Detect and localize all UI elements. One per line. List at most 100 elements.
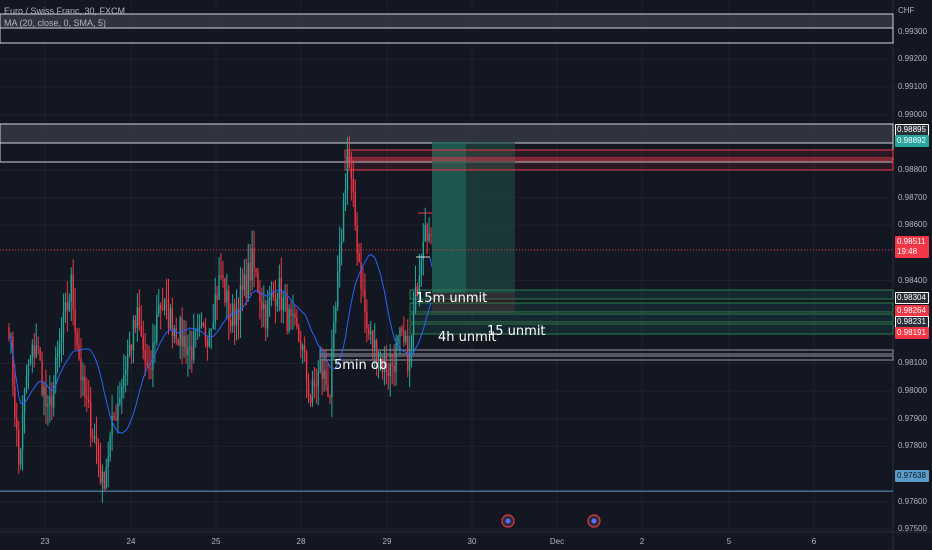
candle-body: [278, 278, 281, 299]
candle-body: [33, 345, 35, 358]
indicator-legend[interactable]: MA (20, close, 0, SMA, 5): [4, 18, 107, 28]
annotation-5min-ob[interactable]: 5min ob: [334, 358, 388, 373]
candle-body: [377, 364, 380, 370]
candle-body: [368, 328, 370, 335]
time-axis-label: 30: [467, 537, 477, 546]
candle-body: [272, 292, 275, 296]
candle-body: [200, 323, 203, 327]
candle-body: [416, 286, 419, 296]
candle-body: [12, 336, 14, 387]
candle-body: [173, 328, 176, 336]
candle-body: [14, 386, 16, 418]
candle-body: [327, 384, 329, 397]
price-axis-label: 0.99300: [898, 26, 927, 36]
candle-body: [45, 386, 47, 407]
candle-body: [130, 344, 133, 351]
time-axis-label: 2: [639, 537, 645, 546]
candle-body: [243, 274, 246, 290]
candle-body: [247, 262, 249, 299]
drawing-arrow: [429, 257, 433, 268]
candle-body: [430, 233, 432, 236]
candle-body: [142, 335, 144, 351]
candle-body: [305, 351, 308, 380]
candle-body: [222, 275, 224, 279]
candle-body: [393, 365, 395, 372]
candle-body: [311, 380, 314, 403]
price-axis-label: 0.98800: [898, 164, 927, 174]
supply-zone-top-lower: [0, 27, 894, 44]
candle-body: [64, 302, 67, 313]
price-axis-label: 0.97600: [898, 496, 927, 506]
candle-body: [239, 285, 242, 321]
candle-body: [126, 355, 129, 369]
candle-body: [253, 248, 255, 269]
price-axis-label: 0.97900: [898, 413, 927, 423]
candle-body: [16, 417, 18, 430]
time-axis-label: 23: [40, 537, 50, 546]
currency-label: CHF: [898, 6, 915, 15]
countdown-tag: 19:48: [895, 246, 929, 258]
annotation-15m-unmit[interactable]: 15m unmit: [416, 291, 488, 306]
demand-zone-15m: [409, 289, 894, 300]
price-axis-label: 0.98100: [898, 358, 927, 368]
candle-body: [146, 361, 148, 366]
candle-body: [224, 278, 226, 303]
candle-body: [193, 331, 195, 360]
candle-body: [56, 353, 59, 358]
candle-body: [47, 404, 49, 407]
candle-body: [261, 301, 263, 310]
price-axis-label: 0.98700: [898, 192, 927, 202]
annotation-15-unmit[interactable]: 15 unmit: [487, 324, 546, 339]
price-axis-label: 0.99100: [898, 82, 927, 92]
candle-body: [74, 309, 76, 333]
candle-body: [78, 345, 80, 359]
candle-body: [391, 363, 393, 366]
candle-body: [51, 396, 53, 408]
candle-body: [88, 399, 90, 403]
time-axis-label: 5: [726, 537, 732, 546]
candle-body: [39, 347, 41, 361]
candle-body: [158, 304, 160, 314]
candle-body: [198, 326, 201, 329]
candle-body: [329, 396, 331, 398]
candle-body: [307, 379, 310, 397]
candle-body: [54, 357, 57, 383]
candle-body: [389, 363, 391, 376]
candle-body: [241, 285, 244, 290]
candle-body: [125, 368, 127, 376]
candle-body: [360, 262, 362, 289]
candle-body: [103, 471, 106, 489]
annotation-4h-unmit[interactable]: 4h unmit: [438, 330, 497, 345]
candle-body: [233, 304, 236, 326]
candle-body: [298, 327, 300, 342]
event-icon-dot: [591, 518, 597, 524]
candle-body: [352, 178, 354, 192]
candle-body: [235, 308, 238, 326]
candle-body: [385, 356, 388, 373]
candle-body: [356, 225, 358, 254]
symbol-legend[interactable]: Euro / Swiss Franc, 30, FXCM: [4, 6, 126, 16]
candle-body: [364, 289, 366, 313]
candle-body: [53, 382, 55, 408]
candle-body: [405, 336, 407, 342]
candle-body: [109, 435, 111, 458]
price-tag: 0.98191: [895, 327, 929, 339]
candle-body: [317, 371, 319, 387]
candle-body: [154, 341, 156, 343]
price-tag: 0.98304: [895, 292, 929, 304]
moving-average-line: [8, 254, 432, 434]
candle-body: [319, 361, 321, 372]
candle-body: [354, 191, 356, 226]
candle-body: [29, 358, 32, 364]
candle-body: [105, 467, 107, 489]
candle-body: [268, 297, 271, 301]
candle-body: [196, 328, 199, 331]
candle-body: [156, 313, 158, 342]
candle-body: [381, 358, 384, 372]
candle-body: [70, 274, 72, 302]
candle-body: [428, 233, 430, 241]
candle-body: [313, 380, 316, 386]
price-axis-label: 0.97500: [898, 524, 927, 534]
candle-body: [113, 415, 115, 419]
